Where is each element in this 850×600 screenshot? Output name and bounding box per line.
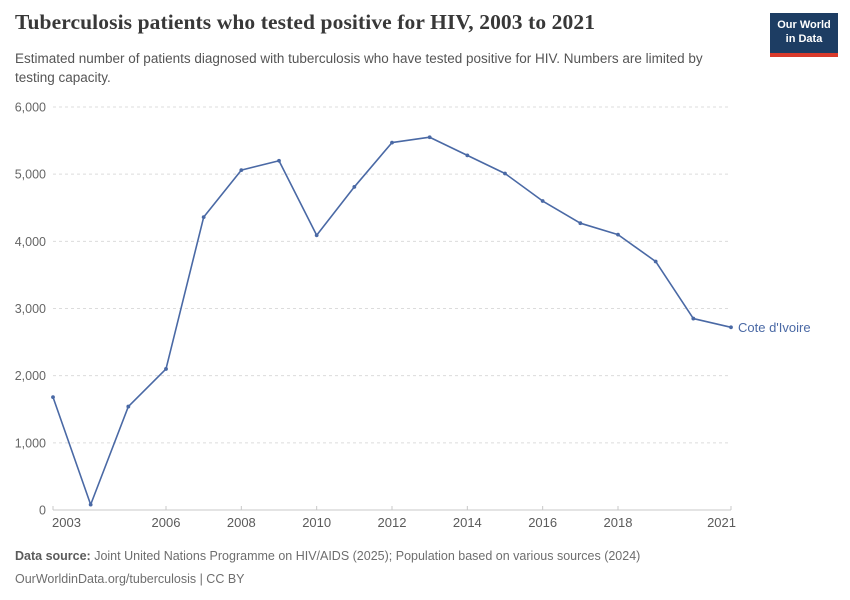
x-tick-label: 2012 — [378, 515, 407, 530]
data-source-text: Joint United Nations Programme on HIV/AI… — [90, 549, 641, 563]
y-tick-label: 6,000 — [15, 101, 46, 115]
owid-logo-line2: in Data — [785, 33, 823, 46]
y-tick-label: 3,000 — [15, 302, 46, 316]
chart-subtitle: Estimated number of patients diagnosed w… — [15, 51, 703, 85]
x-tick-label: 2008 — [227, 515, 256, 530]
data-line — [52, 136, 732, 506]
data-point — [578, 221, 583, 226]
x-tick-label: 2014 — [453, 515, 482, 530]
data-point — [201, 215, 206, 220]
license-line: OurWorldinData.org/tuberculosis | CC BY — [15, 571, 245, 586]
data-point — [729, 325, 733, 330]
data-point — [314, 233, 319, 238]
y-tick-label: 5,000 — [15, 168, 46, 182]
data-point — [691, 316, 696, 321]
data-point — [427, 135, 432, 140]
data-point — [352, 185, 357, 189]
data-point — [164, 367, 168, 371]
data-point — [88, 502, 93, 507]
data-point — [277, 158, 281, 163]
data-source-line: Data source: Joint United Nations Progra… — [15, 545, 835, 568]
data-point — [126, 404, 131, 409]
y-tick-label: 2,000 — [15, 369, 46, 383]
x-tick-label: 2021 — [707, 515, 736, 530]
data-point — [465, 153, 470, 158]
data-point — [503, 171, 507, 176]
data-point — [390, 140, 394, 145]
data-point — [51, 395, 55, 400]
owid-logo-line1: Our World — [777, 19, 831, 31]
x-tick-label: 2003 — [52, 515, 81, 530]
data-point — [653, 259, 658, 264]
x-tick-label: 2018 — [604, 515, 633, 530]
y-tick-label: 1,000 — [15, 436, 46, 450]
x-tick-label: 2006 — [152, 515, 181, 530]
data-source-label: Data source: — [15, 549, 91, 563]
series-end-label: Cote d'Ivoire — [738, 320, 811, 335]
chart-footer: Data source: Joint United Nations Progra… — [15, 545, 835, 590]
x-tick-label: 2016 — [528, 515, 557, 530]
owid-logo: Our World in Data — [770, 13, 838, 57]
data-point — [239, 168, 244, 173]
y-tick-label: 4,000 — [15, 235, 46, 249]
line-chart: 0 1,000 2,000 3,000 4,000 5,000 6,000 2003 2006 2… — [15, 101, 811, 531]
y-tick-label: 0 — [39, 504, 46, 518]
x-tick-label: 2010 — [302, 515, 331, 530]
data-point — [540, 199, 545, 203]
chart-title: Tuberculosis patients who tested positiv… — [15, 10, 596, 34]
data-point — [616, 232, 620, 237]
